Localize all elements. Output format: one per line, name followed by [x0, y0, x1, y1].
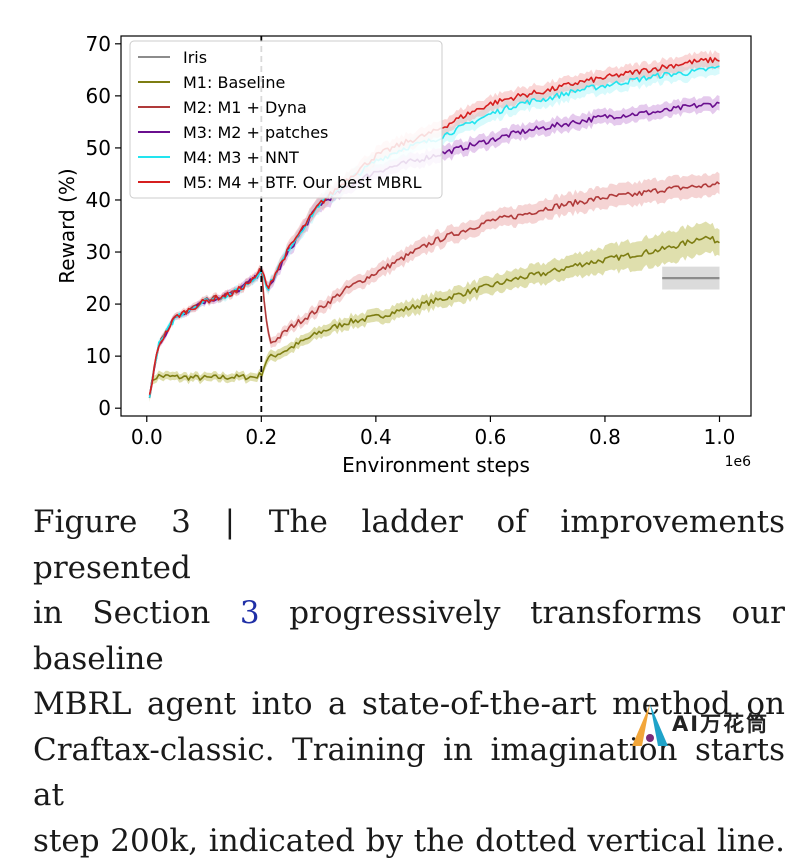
x-tick-label: 0.8	[589, 425, 621, 449]
section-reference-link[interactable]: 3	[240, 595, 260, 631]
legend-label-m5-m4-btf-our-best-mbrl: M5: M4 + BTF. Our best MBRL	[183, 173, 422, 192]
caption-line-1: Figure 3 | The ladder of improvements pr…	[33, 500, 785, 591]
y-tick-label: 30	[86, 240, 111, 264]
legend-label-m2-m1-dyna: M2: M1 + Dyna	[183, 98, 307, 117]
x-axis-offset-label: 1e6	[725, 454, 752, 470]
legend-label-iris: Iris	[183, 48, 207, 67]
x-tick-label: 0.6	[475, 425, 507, 449]
x-tick-label: 0.2	[245, 425, 277, 449]
watermark: AI万花筒	[628, 698, 807, 751]
caption-line-2: in Section 3 progressively transforms ou…	[33, 591, 785, 682]
figure-caption: Figure 3 | The ladder of improvements pr…	[33, 500, 785, 864]
y-tick-label: 10	[86, 344, 111, 368]
legend-label-m4-m3-nnt: M4: M3 + NNT	[183, 148, 299, 167]
x-tick-label: 0.0	[131, 425, 163, 449]
x-axis-label: Environment steps	[342, 453, 530, 477]
watermark-text: AI万花筒	[672, 708, 769, 738]
x-tick-label: 0.4	[360, 425, 392, 449]
legend-label-m1-baseline: M1: Baseline	[183, 73, 285, 92]
x-axis-ticks: 0.0 0.2 0.4 0.6 0.8 1.0	[131, 416, 736, 449]
y-tick-label: 60	[86, 84, 111, 108]
y-tick-label: 50	[86, 136, 111, 160]
watermark-logo-icon	[628, 698, 672, 751]
legend: Iris M1: Baseline M2: M1 + Dyna M3: M2 + pa…	[130, 41, 442, 198]
reward-chart: 0.0 0.2 0.4 0.6 0.8 1.0 0 10 20 30 40 50 60 70 Envir…	[0, 0, 807, 490]
y-axis-label: Reward (%)	[55, 168, 79, 283]
y-tick-label: 40	[86, 188, 111, 212]
x-tick-label: 1.0	[704, 425, 736, 449]
y-tick-label: 20	[86, 292, 111, 316]
caption-line-2-start: in Section	[33, 595, 240, 631]
legend-label-m3-m2-patches: M3: M2 + patches	[183, 123, 328, 142]
y-axis-ticks: 0 10 20 30 40 50 60 70	[86, 32, 121, 420]
caption-line-5: step 200k, indicated by the dotted verti…	[33, 819, 785, 864]
y-tick-label: 70	[86, 32, 111, 56]
y-tick-label: 0	[98, 396, 111, 420]
